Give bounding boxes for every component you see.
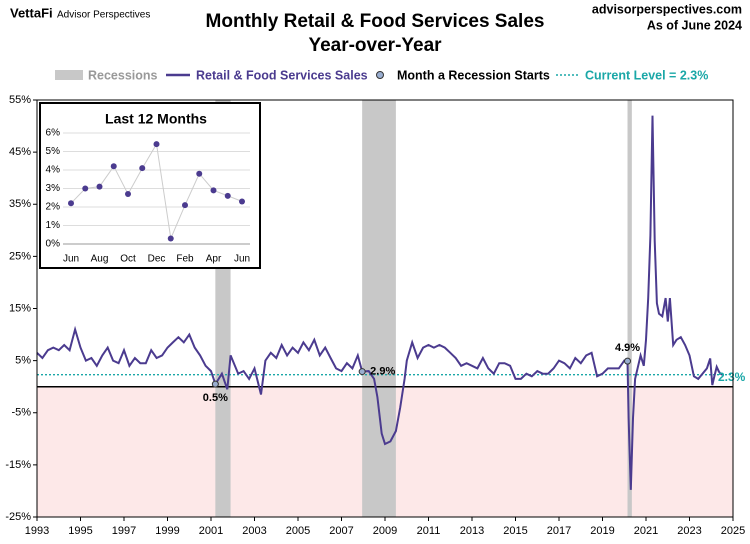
recession-start-label: 0.5% [203, 392, 228, 404]
y-tick-label: 25% [9, 250, 31, 262]
y-tick-label: 5% [15, 355, 31, 367]
inset-title: Last 12 Months [105, 111, 207, 127]
y-tick-label: 15% [9, 302, 31, 314]
y-tick-label: -5% [11, 407, 31, 419]
legend-label: Current Level = 2.3% [585, 68, 708, 82]
inset-x-tick-label: Dec [148, 254, 166, 265]
x-tick-label: 2009 [373, 525, 397, 537]
x-tick-label: 2025 [721, 525, 745, 537]
recession-start-label: 4.9% [615, 342, 640, 354]
inset-point [68, 200, 74, 207]
inset-point [82, 185, 89, 192]
inset-x-tick-label: Jun [63, 254, 79, 265]
x-tick-label: 1993 [25, 525, 49, 537]
x-tick-label: 2015 [503, 525, 527, 537]
x-tick-label: 2023 [677, 525, 701, 537]
recession-start-label: 2.9% [370, 365, 395, 377]
inset-y-tick-label: 2% [46, 202, 61, 213]
recession-start-marker [624, 357, 632, 365]
x-tick-label: 1999 [155, 525, 179, 537]
inset-point [239, 198, 245, 205]
x-tick-label: 2005 [286, 525, 310, 537]
brand: VettaFi [10, 5, 53, 20]
x-tick-label: 2003 [242, 525, 266, 537]
legend-label: Month a Recession Starts [397, 68, 550, 82]
legend-label: Recessions [88, 68, 158, 82]
y-tick-label: 35% [9, 198, 31, 210]
inset-box [39, 102, 261, 269]
x-tick-label: 2019 [590, 525, 614, 537]
inset-x-tick-label: Oct [120, 254, 136, 265]
sales-line [36, 115, 723, 490]
x-tick-label: 2011 [417, 525, 441, 537]
y-tick-label: -15% [5, 459, 31, 471]
y-tick-label: -25% [5, 511, 31, 523]
x-tick-label: 2013 [460, 525, 484, 537]
recession-band [362, 100, 396, 517]
x-tick-label: 1995 [68, 525, 92, 537]
inset-x-tick-label: Jun [234, 254, 250, 265]
y-tick-label: 45% [9, 146, 31, 158]
recession-start-marker [358, 368, 366, 376]
chart-title: Monthly Retail & Food Services Sales [206, 11, 545, 32]
inset-point [139, 165, 146, 172]
as-of: As of June 2024 [647, 18, 742, 32]
site: advisorperspectives.com [592, 2, 742, 16]
inset-point [224, 192, 231, 199]
recession-band [627, 100, 632, 517]
x-tick-label: 2007 [329, 525, 353, 537]
legend-swatch [376, 71, 384, 79]
inset-point [210, 187, 217, 194]
legend-swatch [55, 70, 83, 80]
brand-sub: Advisor Perspectives [57, 10, 150, 21]
inset-point [182, 202, 188, 209]
recession-start-marker [211, 380, 219, 388]
legend-label: Retail & Food Services Sales [196, 68, 368, 82]
inset-x-tick-label: Aug [91, 254, 109, 265]
inset-point [96, 183, 103, 190]
x-tick-label: 2017 [547, 525, 571, 537]
inset-y-tick-label: 5% [46, 146, 61, 157]
inset-point [153, 141, 160, 148]
x-tick-label: 2001 [199, 525, 223, 537]
chart-subtitle: Year-over-Year [308, 35, 442, 56]
inset-x-tick-label: Apr [206, 254, 222, 265]
inset-point [110, 163, 117, 170]
inset-point [167, 235, 174, 242]
inset-y-tick-label: 3% [46, 183, 61, 194]
y-tick-label: 55% [9, 94, 31, 106]
inset-x-tick-label: Feb [176, 254, 194, 265]
inset-y-tick-label: 6% [46, 128, 61, 139]
inset-point [196, 170, 203, 177]
plot-border [36, 99, 734, 518]
x-tick-label: 2021 [634, 525, 658, 537]
current-level-label: 2.3% [718, 370, 746, 384]
x-tick-label: 1997 [112, 525, 136, 537]
inset-y-tick-label: 4% [46, 165, 61, 176]
inset-point [125, 191, 131, 198]
inset-y-tick-label: 0% [46, 239, 61, 250]
inset-y-tick-label: 1% [46, 220, 61, 231]
